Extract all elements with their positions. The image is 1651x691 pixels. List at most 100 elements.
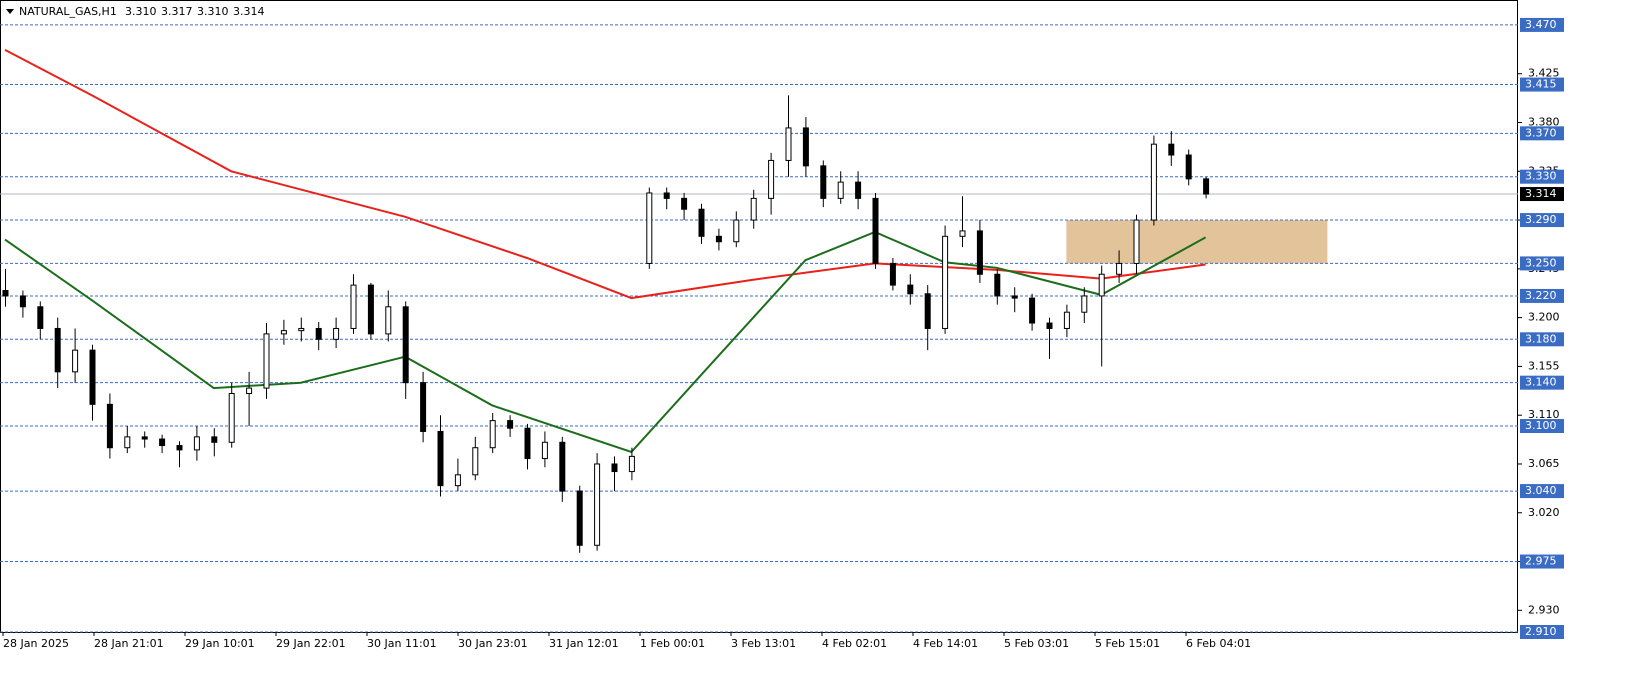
candle-body xyxy=(437,430,444,487)
header-price: 3.310 xyxy=(125,5,157,18)
level-box xyxy=(1520,332,1564,347)
y-tick-label: 3.110 xyxy=(1528,408,1560,421)
y-tick-label: 3.200 xyxy=(1528,311,1560,324)
candle-body xyxy=(141,436,148,440)
candle-body xyxy=(193,436,200,451)
header-price: 3.310 xyxy=(197,5,229,18)
last-price-box xyxy=(1520,187,1564,202)
candle-body xyxy=(1081,295,1088,313)
candle-body xyxy=(1046,322,1053,329)
level-box xyxy=(1520,484,1564,499)
candle-body xyxy=(733,219,740,243)
candle-body xyxy=(489,420,496,449)
candle-body xyxy=(124,436,131,449)
level-label: 2.975 xyxy=(1525,555,1557,568)
candle-body xyxy=(976,230,983,275)
y-tick-label: 3.380 xyxy=(1528,115,1560,128)
candle-body xyxy=(280,330,287,335)
level-label: 3.100 xyxy=(1525,419,1557,432)
level-label: 3.290 xyxy=(1525,213,1557,226)
candle-body xyxy=(507,420,514,429)
candle-body xyxy=(54,327,61,373)
moving-average xyxy=(4,49,1206,300)
candle-body xyxy=(228,393,235,443)
level-box xyxy=(1520,17,1564,32)
x-tick-label: 3 Feb 13:01 xyxy=(731,637,796,650)
last-price-label: 3.314 xyxy=(1525,187,1557,200)
y-tick-label: 2.930 xyxy=(1528,603,1560,616)
level-label: 2.910 xyxy=(1525,625,1557,638)
level-box xyxy=(1520,419,1564,434)
candle-body xyxy=(315,327,322,340)
candle-body xyxy=(524,427,531,460)
level-box xyxy=(1520,288,1564,303)
candle-body xyxy=(367,284,374,335)
candle-body xyxy=(663,192,670,199)
plot-frame xyxy=(0,0,1518,633)
candle-body xyxy=(333,327,340,340)
candle-body xyxy=(211,436,218,443)
candle-body xyxy=(872,197,879,264)
candle-body xyxy=(246,387,253,395)
candle-body xyxy=(2,290,9,297)
x-tick-label: 28 Jan 2025 xyxy=(3,637,69,650)
level-box xyxy=(1520,256,1564,271)
moving-average xyxy=(4,230,1207,454)
x-tick-label: 5 Feb 03:01 xyxy=(1004,637,1069,650)
level-box xyxy=(1520,554,1564,569)
candle-body xyxy=(924,293,931,329)
candle-body xyxy=(420,382,427,432)
level-box xyxy=(1520,169,1564,184)
candle-body xyxy=(1203,178,1210,195)
y-tick-label: 3.020 xyxy=(1528,506,1560,519)
candle-body xyxy=(402,306,409,384)
candle-body xyxy=(176,445,183,451)
candle-body xyxy=(1029,297,1036,324)
menu-triangle xyxy=(6,9,14,14)
candle-body xyxy=(942,235,949,329)
level-label: 3.415 xyxy=(1525,78,1557,91)
level-box xyxy=(1520,375,1564,390)
candle-body xyxy=(385,306,392,335)
level-box xyxy=(1520,77,1564,92)
candle-body xyxy=(594,463,601,546)
level-label: 3.330 xyxy=(1525,170,1557,183)
candle-body xyxy=(159,438,166,447)
candle-body xyxy=(715,235,722,243)
level-label: 3.250 xyxy=(1525,256,1557,269)
y-tick-label: 3.425 xyxy=(1528,67,1560,80)
candle-body xyxy=(1150,143,1157,221)
candle-body xyxy=(820,165,827,199)
candle-body xyxy=(698,208,705,237)
candle-body xyxy=(889,262,896,286)
candle-body xyxy=(628,455,635,473)
level-label: 3.180 xyxy=(1525,332,1557,345)
x-tick-label: 28 Jan 21:01 xyxy=(94,637,164,650)
x-tick-label: 30 Jan 23:01 xyxy=(458,637,528,650)
candle-body xyxy=(541,441,548,460)
candle-body xyxy=(89,349,96,405)
candle-body xyxy=(681,197,688,210)
y-tick-label: 3.065 xyxy=(1528,457,1560,470)
candle-body xyxy=(1168,143,1175,156)
x-tick-label: 6 Feb 04:01 xyxy=(1186,637,1251,650)
level-box xyxy=(1520,126,1564,141)
level-label: 3.220 xyxy=(1525,289,1557,302)
candle-body xyxy=(994,273,1001,297)
candle-body xyxy=(959,230,966,237)
candle-body xyxy=(1098,273,1105,297)
level-label: 3.370 xyxy=(1525,126,1557,139)
x-tick-label: 31 Jan 12:01 xyxy=(549,637,619,650)
candle-body xyxy=(298,327,305,332)
candle-body xyxy=(646,192,653,264)
candle-body xyxy=(768,159,775,199)
candle-body xyxy=(1133,219,1140,264)
x-tick-label: 29 Jan 10:01 xyxy=(185,637,255,650)
x-tick-label: 29 Jan 22:01 xyxy=(276,637,346,650)
x-tick-label: 4 Feb 02:01 xyxy=(822,637,887,650)
candle-body xyxy=(855,181,862,199)
candle-body xyxy=(350,284,357,329)
candle-body xyxy=(802,127,809,167)
